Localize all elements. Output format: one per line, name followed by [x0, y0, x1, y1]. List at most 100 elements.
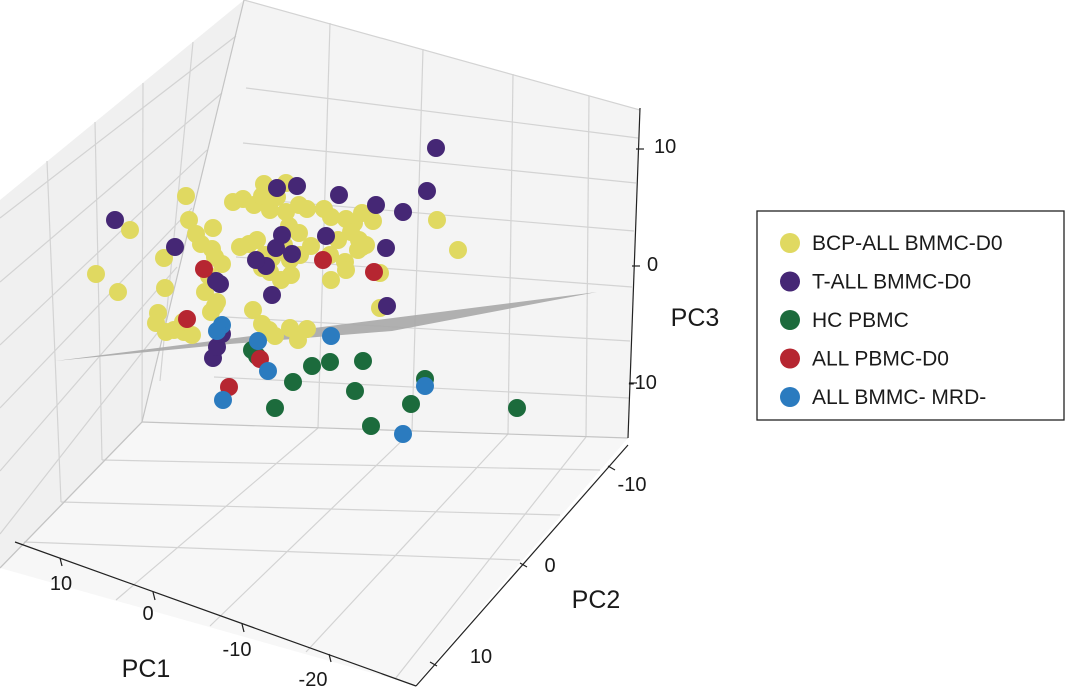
data-point — [266, 399, 284, 417]
data-point — [204, 219, 222, 237]
data-point — [353, 238, 371, 256]
data-point — [416, 377, 434, 395]
data-point — [196, 283, 214, 301]
data-point — [346, 382, 364, 400]
legend-marker — [780, 233, 800, 253]
legend-label: ALL PBMC-D0 — [812, 348, 949, 371]
data-point — [268, 179, 286, 197]
data-point — [87, 265, 105, 283]
y-axis-label: PC2 — [572, 586, 621, 614]
data-point — [330, 186, 348, 204]
legend-marker — [780, 271, 800, 292]
x-tick-label: -20 — [299, 669, 328, 691]
data-point — [166, 238, 184, 256]
data-point — [508, 399, 526, 417]
floor-pane — [0, 422, 628, 685]
data-point — [427, 139, 445, 157]
data-point — [178, 310, 196, 328]
data-point — [247, 251, 265, 269]
y-tick-label: 10 — [470, 646, 492, 668]
data-point — [208, 293, 226, 311]
data-point — [321, 353, 339, 371]
legend-frame — [756, 210, 1065, 421]
data-point — [208, 322, 226, 340]
data-point — [183, 326, 201, 344]
legend-entry: ALL PBMC-D0 — [780, 348, 949, 371]
data-point — [121, 221, 139, 239]
data-point — [298, 200, 316, 218]
data-point — [377, 239, 395, 257]
data-point — [365, 263, 383, 281]
data-point — [342, 223, 360, 241]
data-point — [314, 251, 332, 269]
data-point — [156, 279, 174, 297]
data-point — [248, 231, 266, 249]
z-tick-label: -10 — [628, 372, 657, 394]
data-point — [394, 203, 412, 221]
data-point — [298, 320, 316, 338]
x-axis-label: PC1 — [122, 655, 171, 683]
data-point — [249, 332, 267, 350]
data-point — [283, 245, 301, 263]
legend-entry: BCP-ALL BMMC-D0 — [780, 232, 1003, 255]
x-tick-label: -10 — [223, 639, 252, 661]
points-layer — [87, 139, 526, 443]
data-point — [378, 297, 396, 315]
data-point — [214, 391, 232, 409]
y-tick-label: 0 — [544, 555, 555, 577]
data-point — [364, 212, 382, 230]
data-point — [109, 283, 127, 301]
legend-label: ALL BMMC- MRD- — [812, 386, 986, 409]
y-tick-labels: -10 0 10 — [470, 474, 647, 668]
y-tick-label: -10 — [618, 474, 647, 496]
data-point — [362, 417, 380, 435]
x-axis-line — [14, 541, 417, 687]
data-point — [213, 255, 231, 273]
z-tick-label: 10 — [654, 136, 676, 158]
data-point — [322, 327, 340, 345]
data-point — [177, 187, 195, 205]
data-point — [195, 260, 213, 278]
data-point — [317, 227, 335, 245]
x-tick-labels: 10 0 -10 -20 — [50, 573, 328, 691]
data-point — [337, 261, 355, 279]
data-point — [155, 249, 173, 267]
data-point — [277, 203, 295, 221]
legend-marker — [780, 348, 800, 369]
data-point — [449, 241, 467, 259]
legend-entry: HC PBMC — [780, 309, 909, 332]
data-point — [284, 373, 302, 391]
legend-entry: ALL BMMC- MRD- — [780, 386, 986, 409]
x-tick-label: 0 — [142, 603, 153, 625]
data-point — [180, 211, 198, 229]
legend-label: HC PBMC — [812, 309, 909, 332]
z-axis-label: PC3 — [671, 304, 720, 332]
z-tick-labels: 10 0 -10 — [628, 136, 676, 394]
data-point — [260, 321, 278, 339]
data-point — [354, 352, 372, 370]
x-tick-label: 10 — [50, 573, 72, 595]
data-point — [207, 272, 225, 290]
legend-marker — [780, 387, 800, 407]
data-point — [394, 425, 412, 443]
data-point — [402, 395, 420, 413]
y-axis-line — [415, 444, 629, 687]
data-point — [367, 196, 385, 214]
legend-entries: BCP-ALL BMMC-D0 T-ALL BMMC-D0 HC PBMC ALL P… — [780, 232, 1003, 409]
data-point — [322, 208, 340, 226]
data-point — [302, 237, 320, 255]
data-point — [288, 177, 306, 195]
data-point — [244, 301, 262, 319]
legend-label: BCP-ALL BMMC-D0 — [812, 232, 1003, 255]
z-tick-label: 0 — [647, 254, 658, 276]
data-point — [263, 286, 281, 304]
series-all-pbmc-d0 — [178, 251, 383, 396]
tick-marks — [59, 148, 644, 667]
legend-entry: T-ALL BMMC-D0 — [780, 271, 971, 294]
data-point — [147, 314, 165, 332]
data-point — [106, 211, 124, 229]
data-point — [267, 239, 285, 257]
data-point — [259, 362, 277, 380]
legend: BCP-ALL BMMC-D0 T-ALL BMMC-D0 HC PBMC ALL P… — [756, 210, 1065, 421]
